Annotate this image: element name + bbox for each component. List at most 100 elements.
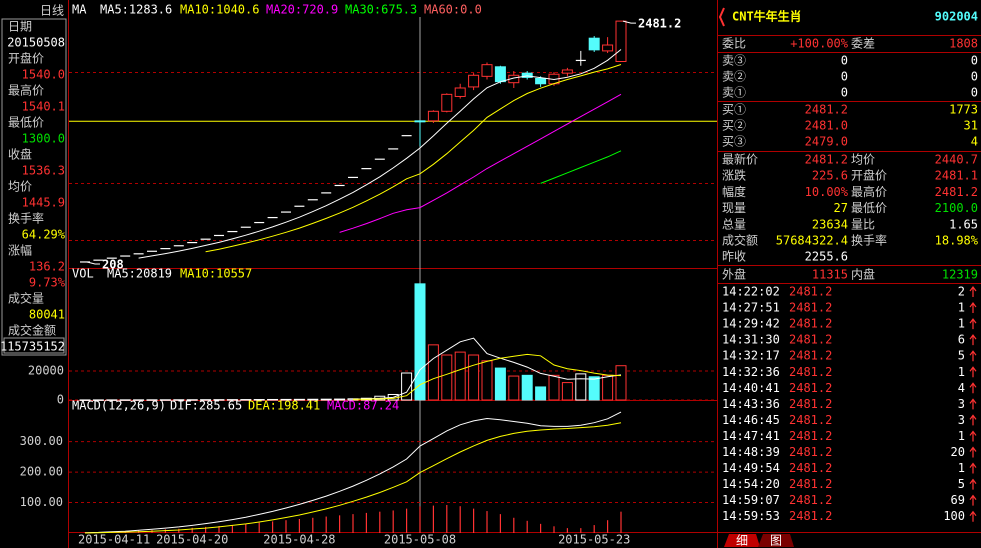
ma-line bbox=[138, 49, 622, 259]
tab-label: 图 bbox=[770, 534, 782, 548]
ask-price: 0 bbox=[841, 86, 848, 100]
trade-volume: 2 bbox=[958, 285, 965, 299]
ma-line bbox=[540, 150, 622, 184]
trade-price: 2481.2 bbox=[789, 397, 832, 411]
quote-value: 1.65 bbox=[949, 217, 978, 231]
quote-value: 27 bbox=[834, 201, 848, 215]
volume-bar bbox=[481, 360, 493, 401]
quote-value: 2481.2 bbox=[935, 185, 978, 199]
quote-label: 内盘 bbox=[851, 267, 875, 282]
quote-value: 2481.2 bbox=[805, 153, 848, 167]
annotation-leader bbox=[86, 261, 100, 265]
field-label: 最低价 bbox=[8, 116, 44, 130]
trade-volume: 1 bbox=[958, 461, 965, 475]
legend-entry: MA60:0.0 bbox=[424, 3, 482, 17]
trade-arrow bbox=[969, 430, 977, 442]
volume-bar bbox=[334, 398, 346, 401]
candle-body bbox=[441, 93, 453, 112]
y-tick-label: 0 bbox=[57, 393, 64, 407]
trade-time: 14:43:36 bbox=[722, 397, 780, 411]
volume-bar bbox=[615, 365, 627, 401]
candle-body bbox=[414, 120, 426, 123]
ask-volume: 0 bbox=[971, 54, 978, 68]
trade-arrow bbox=[969, 446, 977, 458]
ask-price: 0 bbox=[841, 54, 848, 68]
quote-value: 57684322.4 bbox=[776, 234, 848, 248]
trade-volume: 3 bbox=[958, 413, 965, 427]
tab[interactable] bbox=[724, 534, 760, 547]
quote-value: 12319 bbox=[942, 268, 978, 282]
trade-arrow bbox=[969, 350, 977, 362]
volume-bar bbox=[226, 399, 238, 401]
volume-bar bbox=[535, 386, 547, 401]
volume-bar bbox=[253, 399, 265, 401]
trade-volume: 1 bbox=[958, 365, 965, 379]
candle-body bbox=[561, 69, 573, 74]
trade-volume: 1 bbox=[958, 429, 965, 443]
legend-entry: MA20:720.9 bbox=[266, 3, 338, 17]
bid-label: 买② bbox=[722, 119, 746, 133]
trade-arrow bbox=[969, 398, 977, 410]
volume-bar bbox=[106, 399, 118, 401]
volume-bar bbox=[213, 399, 225, 401]
annotation-leader bbox=[622, 20, 636, 24]
candle-body bbox=[602, 44, 614, 52]
volume-bar bbox=[79, 399, 91, 401]
quote-label: 均价 bbox=[851, 153, 875, 167]
trade-price: 2481.2 bbox=[789, 461, 832, 475]
quote-label: 成交额 bbox=[722, 233, 758, 248]
macd-line bbox=[84, 422, 622, 534]
trade-price: 2481.2 bbox=[789, 477, 832, 491]
field-value: 80041 bbox=[29, 308, 65, 322]
bid-volume: 31 bbox=[964, 119, 978, 133]
trade-arrow bbox=[969, 318, 977, 330]
ask-label: 卖③ bbox=[722, 54, 746, 68]
volume-bar bbox=[267, 398, 279, 401]
x-tick-label: 2015-05-08 bbox=[384, 533, 456, 547]
trade-volume: 5 bbox=[958, 349, 965, 363]
trade-time: 14:46:45 bbox=[722, 413, 780, 427]
volume-bar bbox=[441, 354, 453, 401]
trade-price: 2481.2 bbox=[789, 301, 832, 315]
field-label: 开盘价 bbox=[8, 51, 44, 66]
trade-arrow bbox=[969, 334, 977, 346]
quote-label: 昨收 bbox=[722, 250, 746, 264]
y-tick-label: 20000 bbox=[28, 363, 64, 377]
candle-body bbox=[454, 87, 466, 97]
volume-bar bbox=[468, 354, 480, 401]
tab[interactable] bbox=[758, 534, 794, 547]
trade-volume: 6 bbox=[958, 333, 965, 347]
trade-price: 2481.2 bbox=[789, 317, 832, 331]
legend-entry: MA10:10557 bbox=[180, 267, 252, 281]
trade-time: 14:40:41 bbox=[722, 381, 780, 395]
trade-time: 14:32:17 bbox=[722, 349, 780, 363]
quote-label: 量比 bbox=[851, 217, 875, 231]
volume-bar bbox=[320, 398, 332, 401]
legend-entry: MA5:20819 bbox=[107, 267, 172, 281]
legend-entry: DIF:285.65 bbox=[170, 399, 242, 413]
trade-arrow bbox=[969, 462, 977, 474]
trade-arrow bbox=[969, 494, 977, 506]
x-tick-label: 2015-05-23 bbox=[558, 533, 630, 547]
ask-label: 卖② bbox=[722, 70, 746, 84]
legend-entry: MACD:87.24 bbox=[327, 399, 399, 413]
trade-volume: 4 bbox=[958, 381, 965, 395]
trade-volume: 20 bbox=[951, 445, 965, 459]
trade-volume: 5 bbox=[958, 477, 965, 491]
candle-body bbox=[481, 64, 493, 77]
candle-body bbox=[588, 37, 600, 51]
quote-value: 10.00% bbox=[805, 185, 849, 199]
trade-time: 14:27:51 bbox=[722, 301, 780, 315]
volume-bar bbox=[92, 399, 104, 401]
trade-volume: 3 bbox=[958, 397, 965, 411]
ma-line bbox=[205, 64, 622, 253]
volume-bar bbox=[401, 372, 413, 401]
ask-volume: 0 bbox=[971, 86, 978, 100]
volume-bar bbox=[575, 373, 587, 401]
field-label: 换手率 bbox=[8, 211, 44, 226]
trade-time: 14:31:30 bbox=[722, 333, 780, 347]
field-label: 最高价 bbox=[8, 83, 44, 98]
field-value: 115735152 bbox=[0, 340, 65, 354]
trade-price: 2481.2 bbox=[789, 365, 832, 379]
